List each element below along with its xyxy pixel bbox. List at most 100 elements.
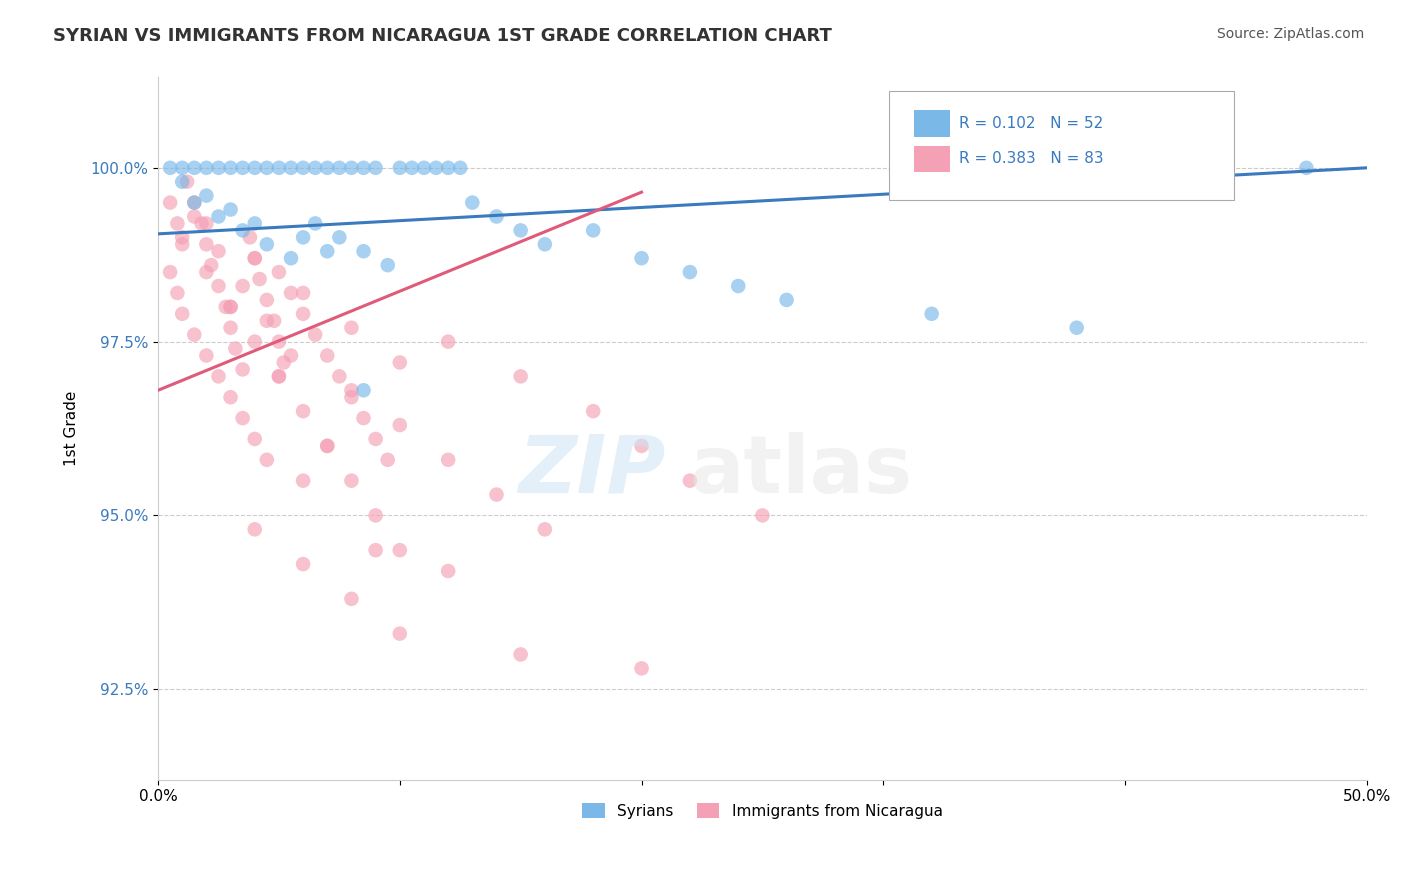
Point (280, 285, 302, 300)
Point (267, 369, 290, 384)
Point (256, 452, 278, 467)
Point (267, 369, 290, 384)
Point (183, 195, 205, 210)
Point (413, 161, 436, 175)
Point (304, 216, 326, 230)
Point (1295, 161, 1317, 175)
Point (224, 342, 246, 356)
Point (219, 300, 242, 314)
Point (183, 195, 205, 210)
Point (388, 418, 411, 433)
Text: atlas: atlas (690, 432, 912, 509)
Point (364, 161, 387, 175)
Point (304, 161, 326, 175)
Point (219, 161, 242, 175)
Point (172, 230, 194, 244)
Point (172, 161, 194, 175)
Point (582, 404, 605, 418)
Point (243, 161, 266, 175)
Point (159, 195, 181, 210)
Point (630, 251, 652, 265)
Point (280, 251, 302, 265)
Point (243, 334, 266, 349)
Point (353, 411, 375, 425)
Point (377, 452, 399, 467)
Point (449, 161, 471, 175)
Point (232, 161, 254, 175)
Point (207, 279, 229, 293)
Point (340, 384, 363, 398)
Point (340, 591, 363, 606)
Point (219, 320, 242, 334)
Point (263, 314, 285, 328)
Point (353, 244, 375, 259)
Point (280, 161, 302, 175)
Point (243, 432, 266, 446)
Point (292, 230, 315, 244)
Point (1066, 320, 1088, 334)
Point (292, 557, 315, 571)
Point (679, 474, 702, 488)
Point (364, 508, 387, 523)
Point (256, 161, 278, 175)
Point (328, 230, 350, 244)
Point (172, 237, 194, 252)
Point (219, 300, 242, 314)
Point (219, 390, 242, 404)
Point (183, 327, 205, 342)
Point (195, 349, 218, 363)
Point (243, 216, 266, 230)
Point (273, 355, 295, 369)
Point (437, 161, 460, 175)
Point (775, 293, 797, 307)
Point (292, 404, 315, 418)
Point (679, 265, 702, 279)
FancyBboxPatch shape (914, 111, 950, 137)
Text: Source: ZipAtlas.com: Source: ZipAtlas.com (1216, 27, 1364, 41)
Point (207, 161, 229, 175)
Legend: Syrians, Immigrants from Nicaragua: Syrians, Immigrants from Nicaragua (576, 797, 949, 824)
Point (534, 522, 557, 536)
Point (364, 543, 387, 558)
Point (437, 564, 460, 578)
Point (509, 648, 531, 662)
Point (195, 188, 218, 202)
Point (166, 216, 188, 230)
Point (256, 314, 278, 328)
Point (195, 161, 218, 175)
Point (582, 223, 605, 237)
Point (243, 251, 266, 265)
Point (388, 626, 411, 640)
Point (509, 369, 531, 384)
Point (232, 362, 254, 376)
Point (461, 195, 484, 210)
Point (207, 210, 229, 224)
Point (200, 258, 222, 272)
Point (239, 230, 262, 244)
Point (232, 279, 254, 293)
Text: SYRIAN VS IMMIGRANTS FROM NICARAGUA 1ST GRADE CORRELATION CHART: SYRIAN VS IMMIGRANTS FROM NICARAGUA 1ST … (53, 27, 832, 45)
Point (292, 307, 315, 321)
Point (340, 474, 363, 488)
Point (316, 244, 339, 259)
Y-axis label: 1st Grade: 1st Grade (65, 391, 79, 467)
Point (630, 661, 652, 675)
Point (316, 349, 339, 363)
Point (509, 223, 531, 237)
Text: ZIP: ZIP (519, 432, 665, 509)
Point (243, 251, 266, 265)
Point (485, 487, 508, 501)
Point (267, 265, 290, 279)
Point (267, 334, 290, 349)
Point (353, 161, 375, 175)
Point (364, 432, 387, 446)
Point (183, 161, 205, 175)
Point (316, 439, 339, 453)
Point (437, 452, 460, 467)
Point (195, 265, 218, 279)
Point (534, 237, 557, 252)
Point (304, 327, 326, 342)
Point (172, 175, 194, 189)
Point (292, 285, 315, 300)
Point (219, 202, 242, 217)
